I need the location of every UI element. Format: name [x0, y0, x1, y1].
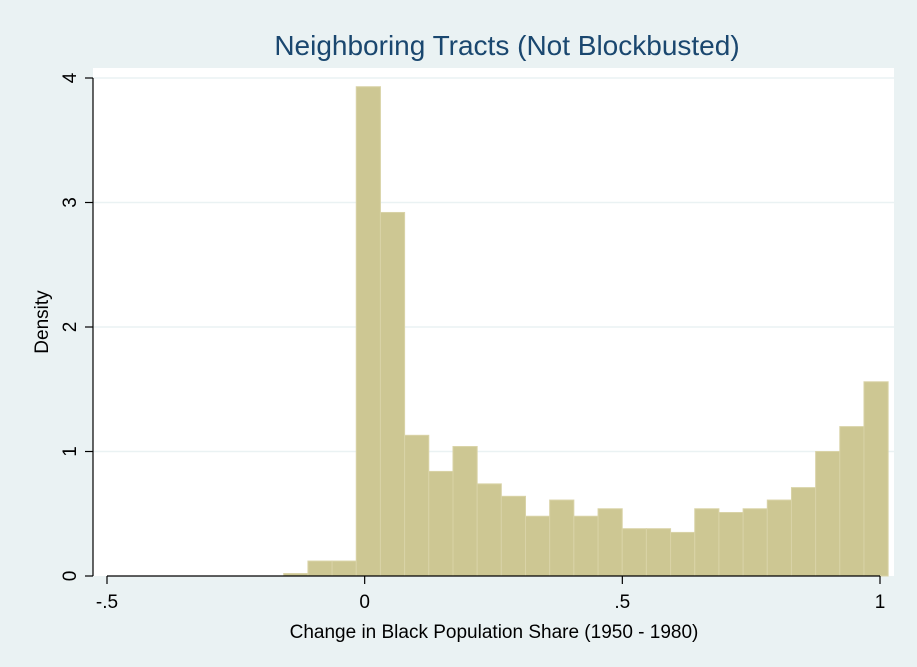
x-tick-label: -.5 — [96, 592, 118, 613]
grid-lines — [93, 77, 894, 453]
y-axis-ticks: 0 1 2 3 4 — [60, 72, 93, 581]
histogram-bar — [815, 451, 841, 577]
histogram-bar — [355, 86, 381, 577]
histogram-bar — [379, 211, 406, 577]
histogram-bar — [404, 434, 430, 577]
histogram-bar — [863, 381, 889, 577]
histogram-bar — [452, 446, 478, 577]
y-tick-label: 2 — [60, 322, 81, 333]
histogram-bar — [621, 528, 647, 577]
histogram-bar — [790, 487, 817, 577]
histogram-bar — [670, 531, 696, 577]
y-tick-label: 1 — [60, 446, 81, 457]
histogram-bars — [283, 86, 889, 577]
y-axis-title: Density — [32, 290, 53, 354]
histogram-bar — [766, 499, 792, 577]
histogram-bar — [500, 495, 527, 577]
x-tick-label: 0 — [359, 592, 370, 613]
histogram-bar — [597, 508, 623, 577]
histogram-bar — [573, 515, 599, 577]
x-tick-label: .5 — [614, 592, 630, 613]
histogram-bar — [476, 483, 502, 577]
y-tick-label: 3 — [60, 197, 81, 208]
histogram-bar — [645, 528, 672, 577]
x-axis-title: Change in Black Population Share (1950 -… — [290, 622, 699, 643]
y-tick-label: 0 — [60, 571, 81, 582]
histogram-bar — [718, 512, 744, 577]
x-axis-ticks: -.5 0 .5 1 — [96, 576, 885, 613]
histogram-bar — [839, 426, 865, 577]
histogram-bar — [549, 499, 575, 577]
histogram-bar — [742, 508, 768, 577]
histogram-bar — [694, 508, 720, 577]
histogram-bar — [428, 470, 454, 577]
x-tick-label: 1 — [875, 592, 886, 613]
histogram-bar — [307, 560, 333, 577]
histogram-bar — [525, 515, 551, 577]
histogram-bar — [331, 560, 357, 577]
y-tick-label: 4 — [60, 72, 81, 83]
chart-title: Neighboring Tracts (Not Blockbusted) — [274, 30, 739, 61]
